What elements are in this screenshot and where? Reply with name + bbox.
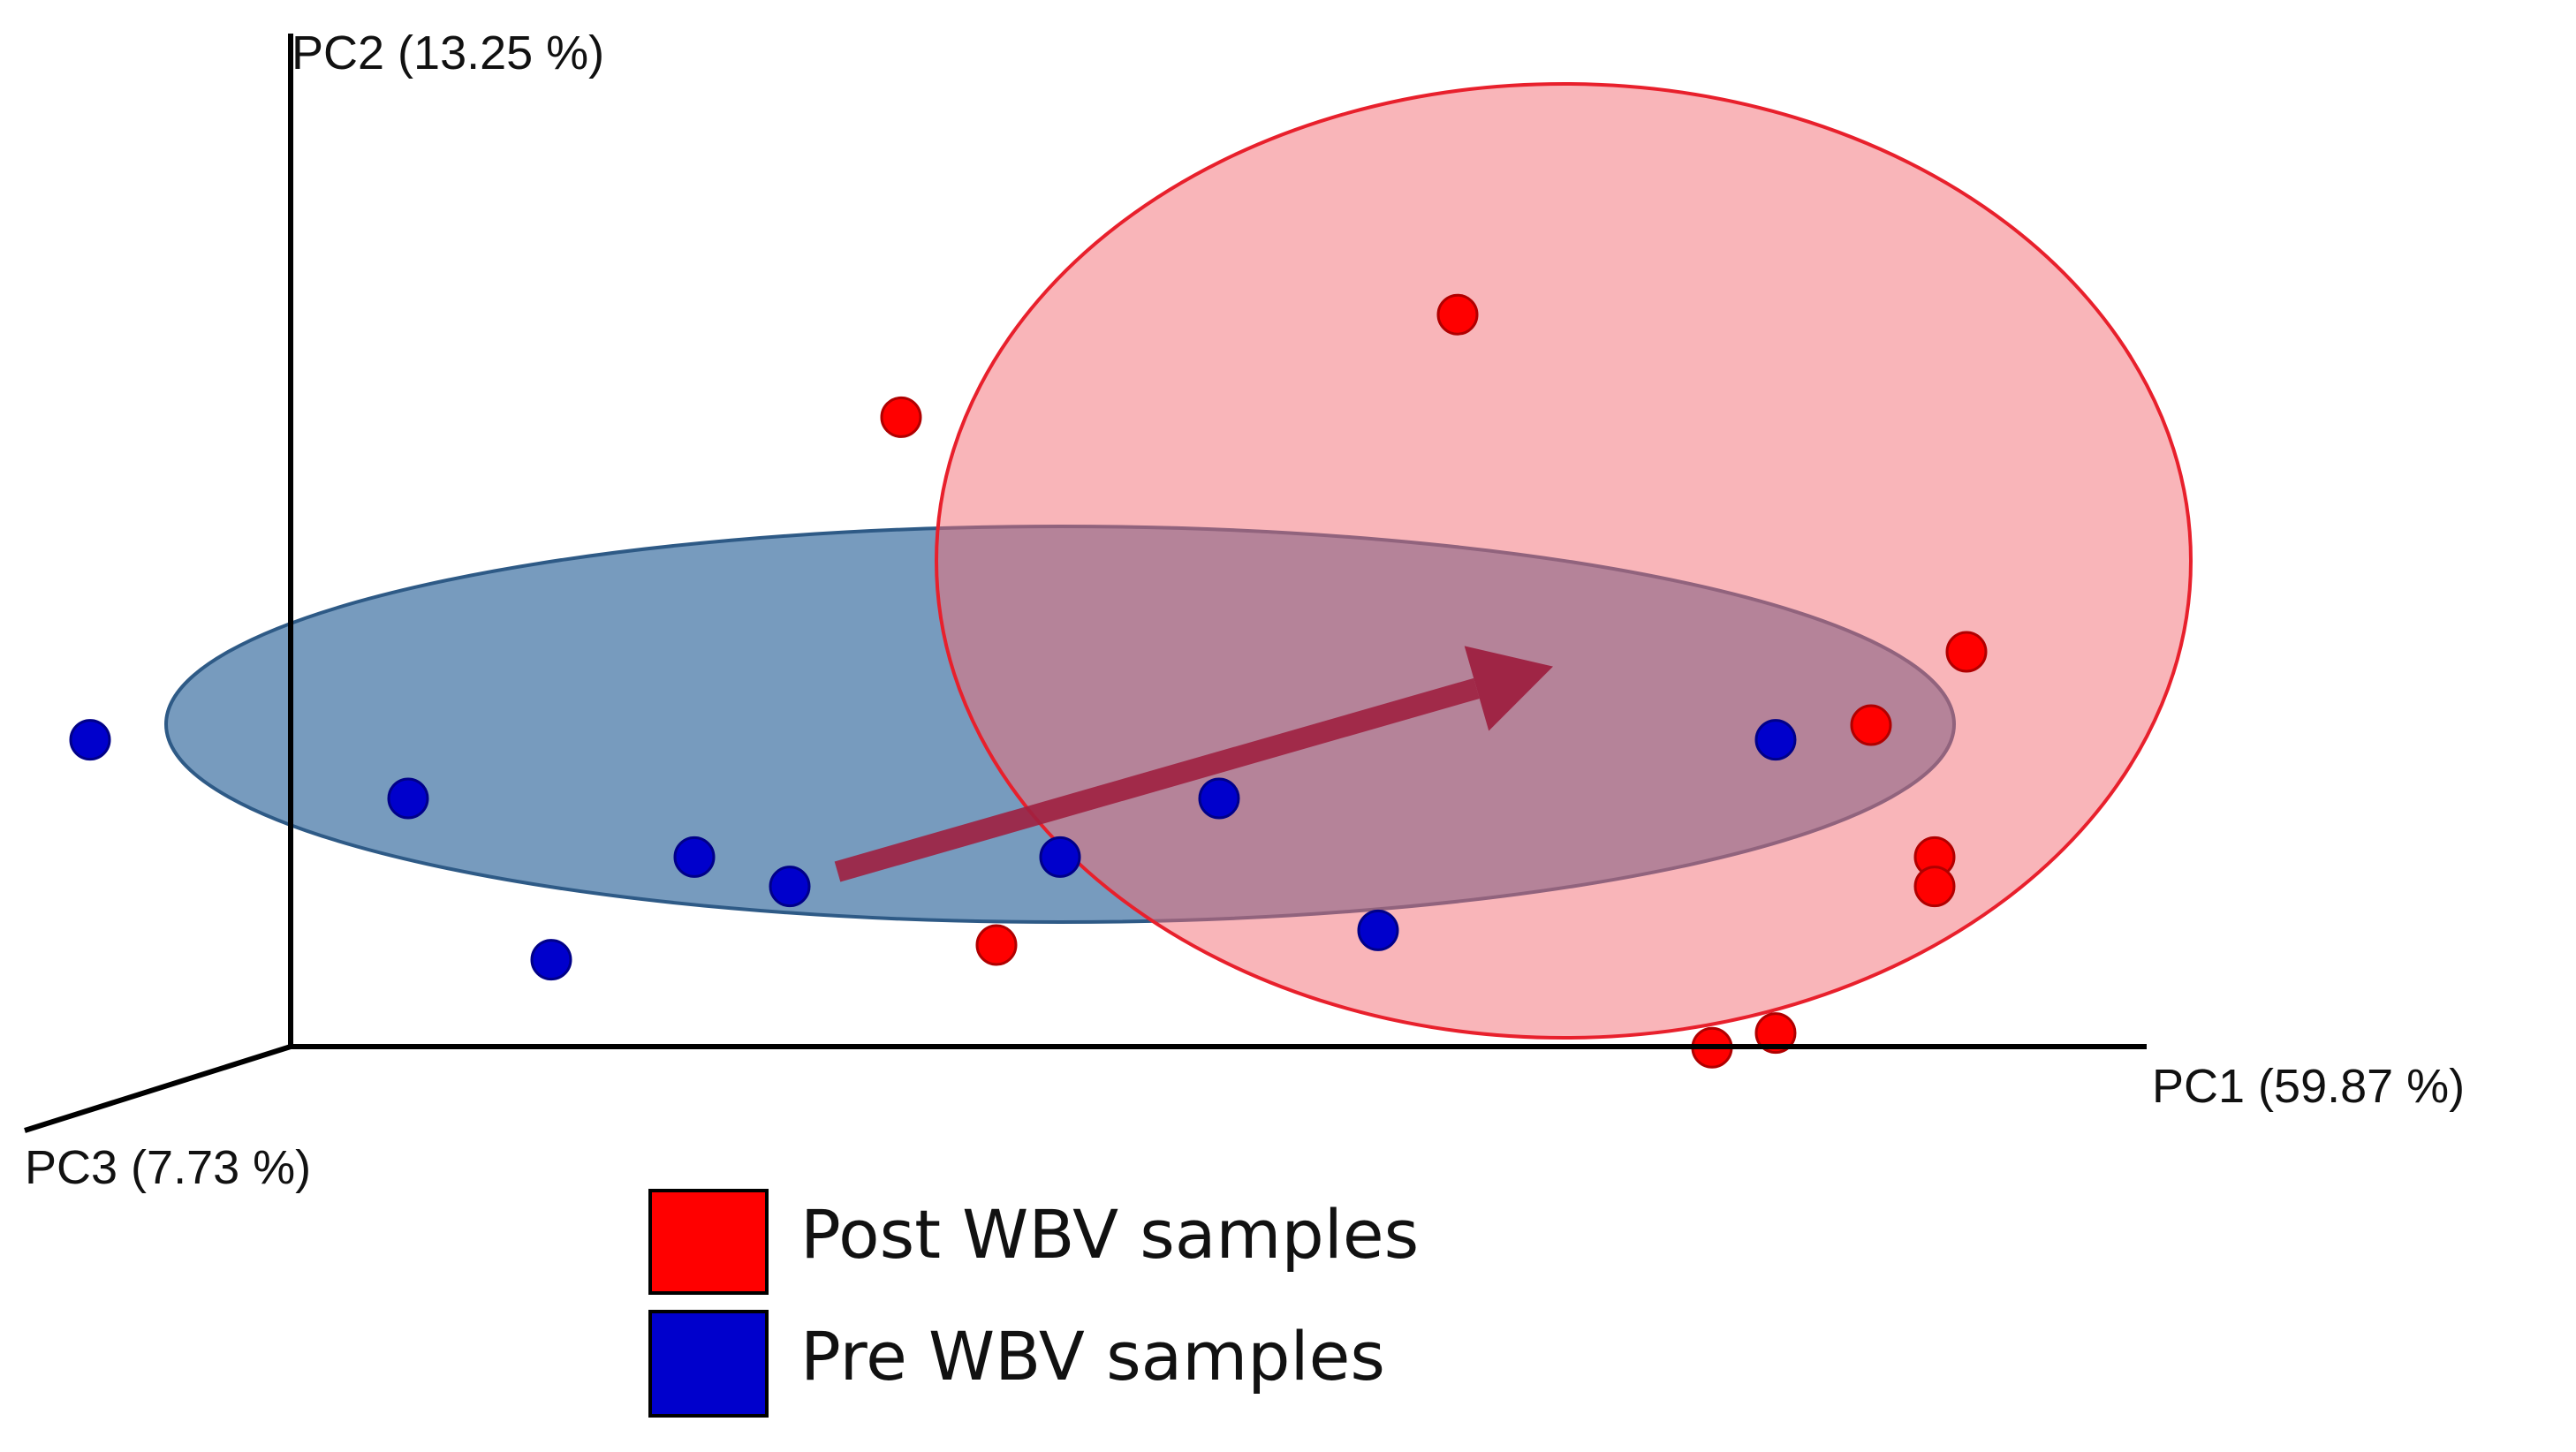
post-point-6 xyxy=(1754,1012,1797,1055)
pre-point-5 xyxy=(1039,836,1081,878)
pre-point-0 xyxy=(69,719,111,761)
post-point-5 xyxy=(1913,866,1956,908)
pre-point-2 xyxy=(673,836,716,878)
post-point-0 xyxy=(1436,293,1479,336)
pre-point-3 xyxy=(769,866,811,908)
shift-arrow-shaft xyxy=(834,677,1480,882)
points-layer xyxy=(69,293,1988,1069)
legend-swatch-pre xyxy=(648,1310,769,1418)
pc3-axis-line xyxy=(24,1044,292,1133)
pre-point-1 xyxy=(387,777,429,820)
post-point-8 xyxy=(975,924,1018,966)
pc2-axis-label: PC2 (13.25 %) xyxy=(292,26,604,79)
legend-label-pre: Pre WBV samples xyxy=(800,1317,1385,1395)
legend-swatch-post xyxy=(648,1189,769,1295)
ellipses-layer xyxy=(164,82,2193,1040)
pc1-axis-label: PC1 (59.87 %) xyxy=(2152,1060,2465,1113)
pc3-axis-label: PC3 (7.73 %) xyxy=(25,1141,311,1194)
pre-point-8 xyxy=(1754,719,1797,761)
arrow-layer xyxy=(834,646,1553,882)
post-ellipse xyxy=(935,82,2193,1040)
post-point-3 xyxy=(1850,704,1892,746)
shift-arrow-head xyxy=(1464,646,1553,731)
legend: Post WBV samples Pre WBV samples xyxy=(648,1189,1419,1418)
post-point-1 xyxy=(880,396,922,438)
post-point-2 xyxy=(1945,631,1988,673)
legend-label-post: Post WBV samples xyxy=(800,1195,1419,1274)
pre-point-7 xyxy=(1357,909,1399,951)
pre-point-4 xyxy=(530,939,572,981)
pre-point-6 xyxy=(1198,777,1240,820)
